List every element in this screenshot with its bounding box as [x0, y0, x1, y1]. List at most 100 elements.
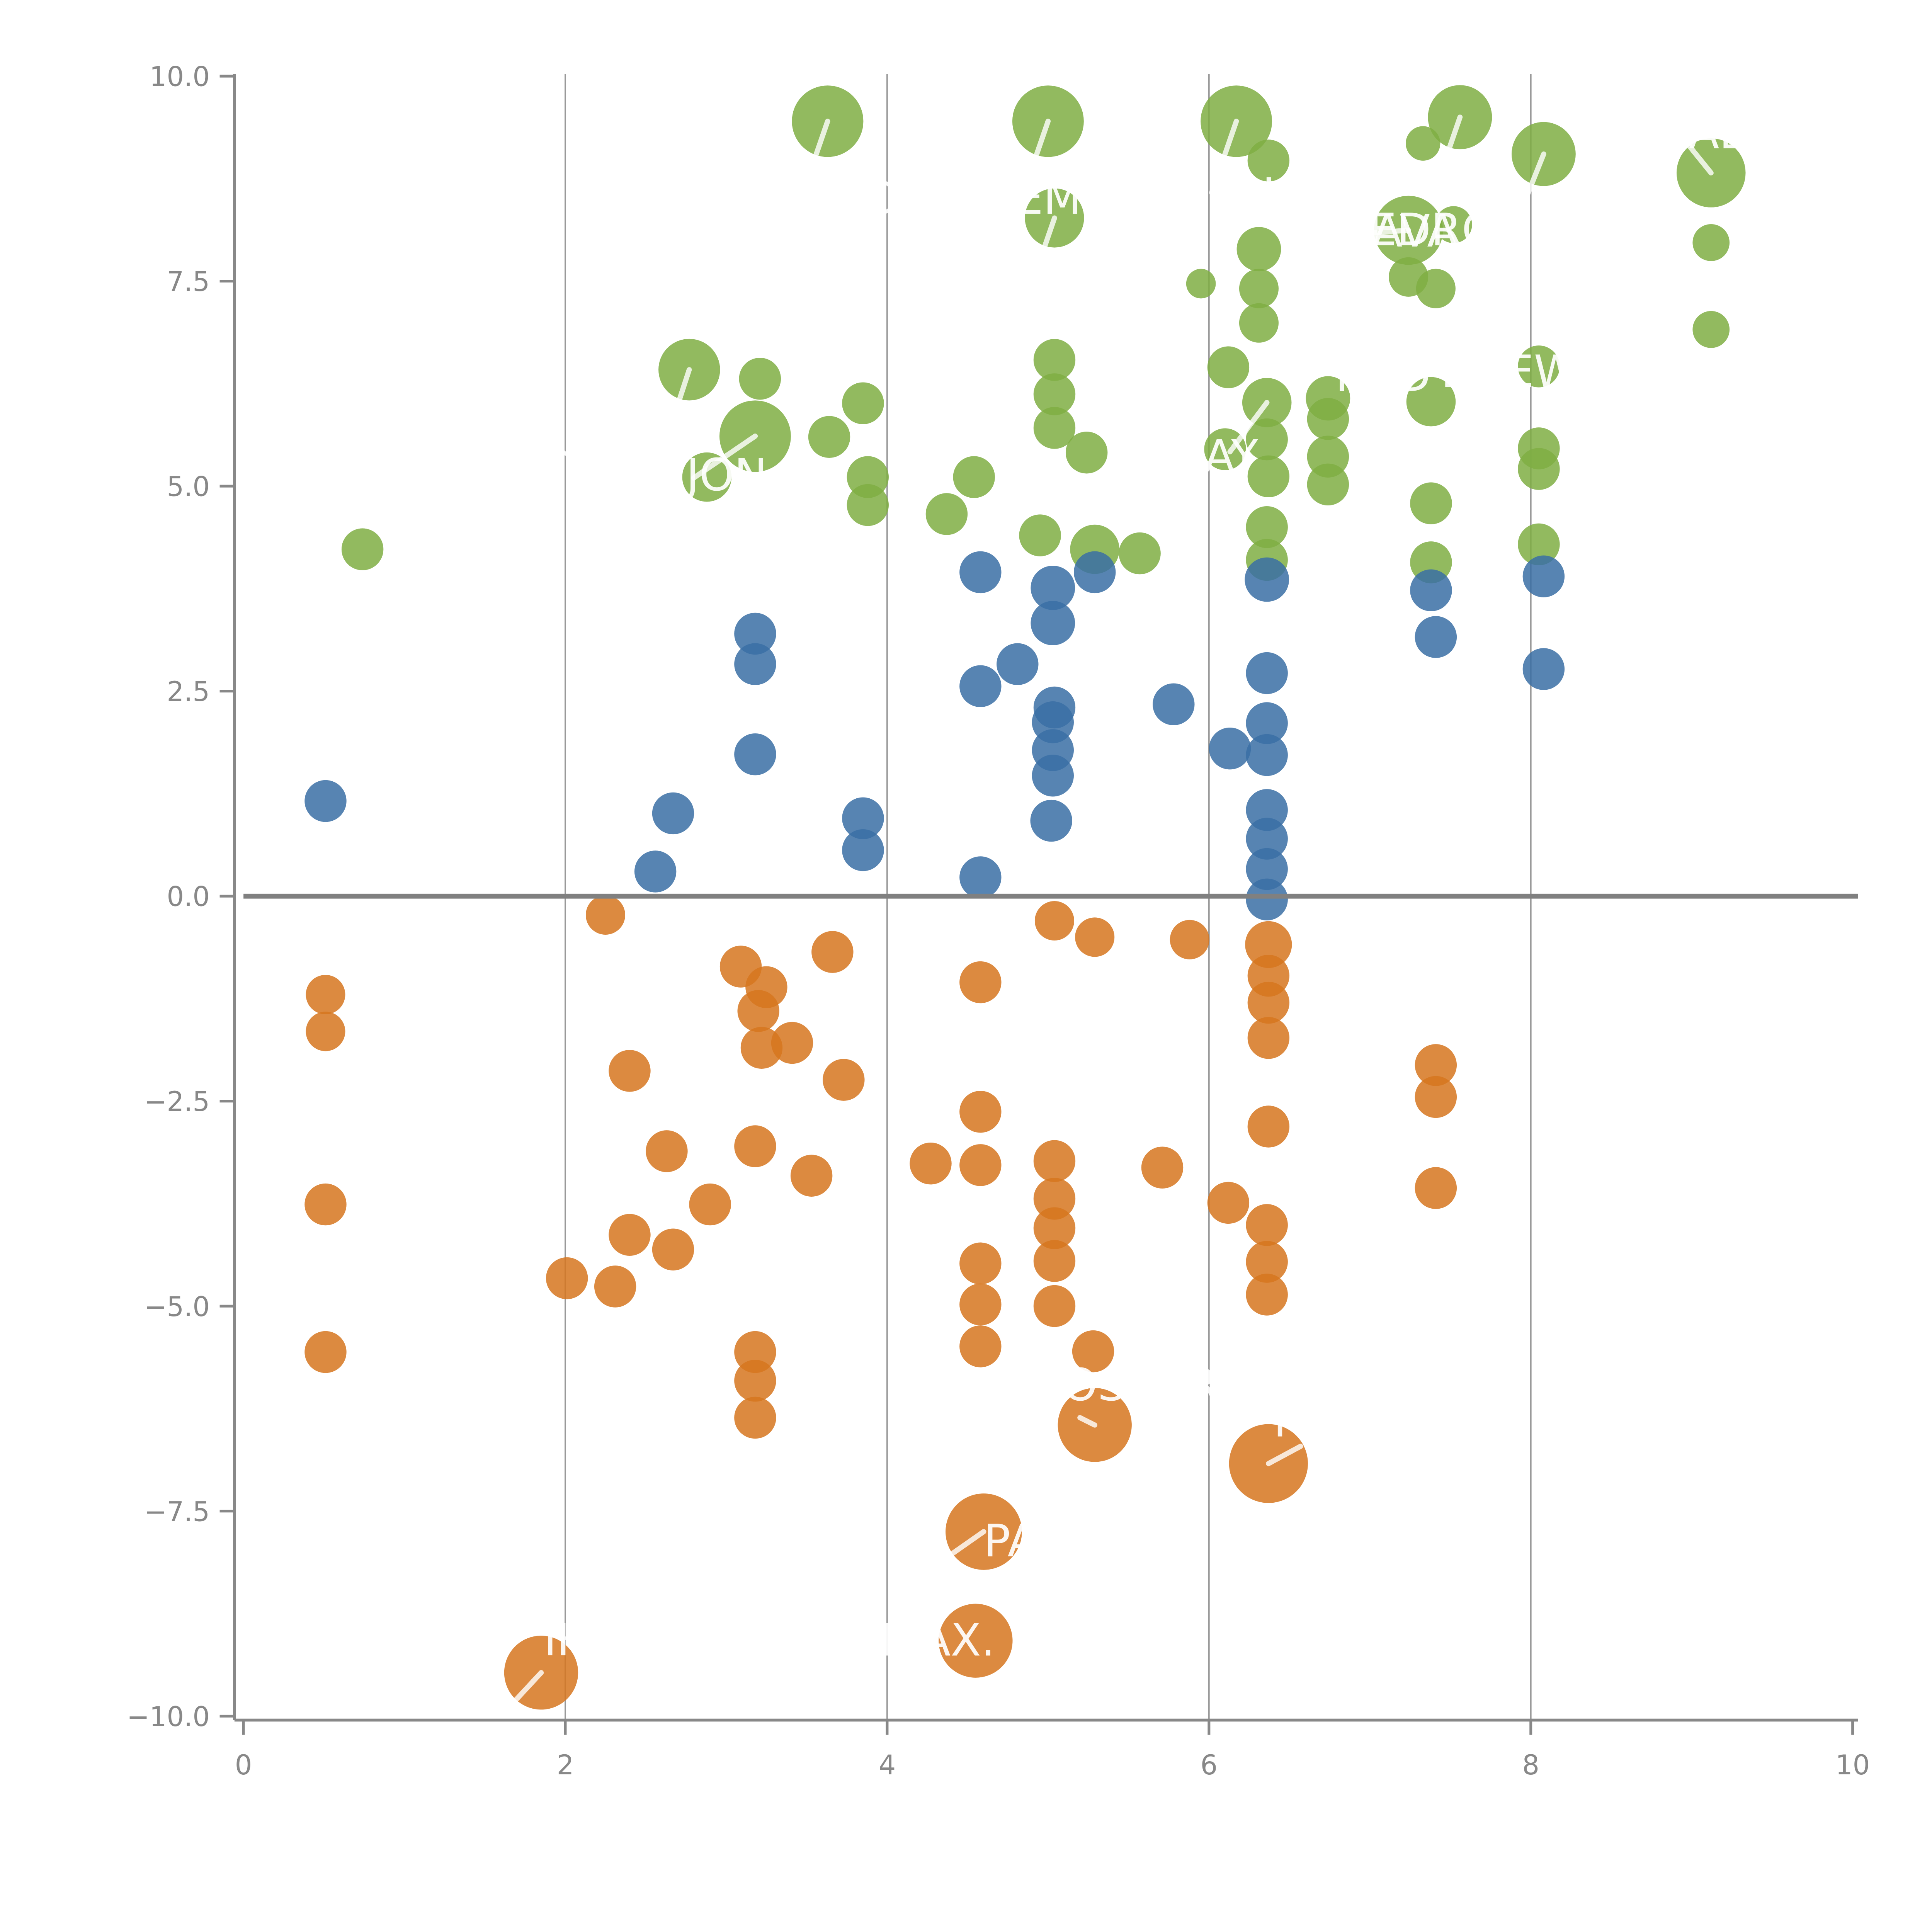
y-tick-label: −2.5 [144, 1086, 210, 1117]
bubble-label: JON [684, 449, 767, 501]
x-tick-label: 4 [879, 1749, 896, 1781]
data-point [959, 1283, 1002, 1326]
bubble-label: GUS [520, 415, 616, 467]
bubble-label: MIA [886, 269, 968, 321]
bubble-label: OLIVIA [1227, 168, 1374, 220]
data-point [646, 1130, 688, 1172]
y-tick-label: 10.0 [150, 61, 210, 93]
bubble-label: NOAH [831, 173, 962, 224]
data-point [1246, 734, 1288, 776]
data-point [1246, 702, 1288, 744]
data-point [734, 1360, 776, 1402]
data-point [1246, 878, 1288, 921]
data-point [734, 1331, 776, 1373]
data-point [1247, 1017, 1290, 1059]
data-point [585, 895, 625, 935]
data-point [1074, 551, 1116, 594]
data-point [1435, 206, 1472, 243]
data-point [304, 780, 347, 822]
data-point [842, 382, 884, 424]
data-point [1518, 523, 1560, 566]
label-leader-line [664, 367, 692, 440]
data-point [304, 1331, 347, 1373]
label-leader-line [1077, 1415, 1097, 1428]
data-point [1247, 1105, 1290, 1148]
data-point [1246, 818, 1288, 860]
label-leader-line [506, 1670, 544, 1710]
data-point [1075, 917, 1115, 957]
bubble-label: ABE [1689, 107, 1778, 159]
data-point [959, 856, 1002, 898]
data-point [959, 961, 1002, 1003]
label-leader-line [1227, 400, 1270, 454]
data-point [959, 1242, 1002, 1284]
data-point [1033, 407, 1076, 449]
data-point [959, 665, 1002, 707]
data-point [842, 829, 884, 871]
data-point [1239, 269, 1279, 308]
data-point [1019, 514, 1061, 556]
data-point [1406, 377, 1456, 427]
data-point [1415, 616, 1457, 658]
data-point [959, 1144, 1002, 1186]
data-point [1692, 311, 1730, 348]
data-point [1415, 1167, 1457, 1209]
data-point [1415, 1076, 1457, 1118]
x-tick-label: 10 [1835, 1749, 1870, 1781]
data-point [1033, 1285, 1076, 1327]
data-point [1072, 1330, 1114, 1372]
bubble-label: OSCAR [1063, 1359, 1218, 1411]
data-point [1207, 1182, 1250, 1224]
y-tick-label: 2.5 [167, 676, 210, 707]
data-point [959, 1091, 1002, 1133]
data-point [1245, 557, 1289, 602]
data-point [689, 1183, 731, 1226]
data-point [1518, 448, 1560, 490]
bubble-label: EMMA [1015, 173, 1150, 224]
data-point [652, 792, 694, 835]
data-point [1031, 565, 1075, 610]
label-leader-line [1209, 119, 1239, 196]
data-point [609, 1050, 651, 1092]
bubble-label: DREW [1441, 346, 1578, 398]
data-point [1209, 727, 1251, 770]
data-point [739, 358, 781, 400]
data-point [1033, 1178, 1076, 1220]
data-point [1032, 755, 1074, 797]
series-blue [304, 551, 1565, 921]
data-point [910, 1142, 952, 1185]
y-tick-label: 5.0 [167, 471, 210, 503]
data-point [1522, 555, 1565, 597]
x-tick-label: 0 [235, 1749, 252, 1781]
data-point [1247, 981, 1290, 1024]
data-point [1204, 428, 1246, 470]
data-point [306, 1012, 345, 1051]
data-point [1415, 1044, 1457, 1086]
data-point [1119, 532, 1161, 575]
data-point [811, 931, 854, 973]
data-point [1207, 346, 1250, 388]
data-point [959, 1325, 1002, 1367]
data-point [925, 493, 968, 535]
data-point [1247, 139, 1290, 182]
y-tick-label: 0.0 [167, 881, 210, 913]
x-tick-label: 6 [1201, 1749, 1218, 1781]
data-point [304, 1183, 347, 1226]
data-point [1518, 345, 1560, 388]
data-point [1307, 463, 1349, 506]
x-tick-label: 2 [557, 1749, 574, 1781]
data-point [1410, 482, 1452, 524]
data-point [1416, 269, 1456, 308]
data-point [734, 1125, 776, 1167]
data-point [1247, 455, 1290, 497]
data-point [1246, 848, 1288, 890]
data-point [1246, 1274, 1288, 1316]
label-leader-line [1514, 151, 1546, 224]
data-point [790, 1155, 833, 1197]
series-orange [304, 895, 1457, 1710]
series-green [341, 85, 1746, 583]
bubble-label: MAY [1166, 430, 1259, 482]
data-point [1031, 601, 1075, 645]
data-point [341, 528, 384, 570]
data-point [1153, 683, 1195, 725]
